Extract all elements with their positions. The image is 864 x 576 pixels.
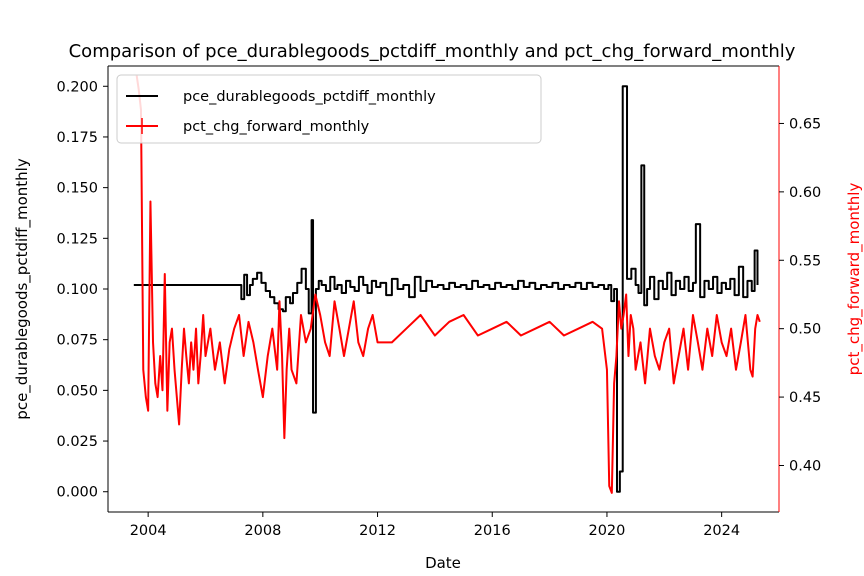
x-tick-label: 2008: [244, 523, 281, 539]
x-tick-label: 2024: [703, 523, 740, 539]
x-tick-label: 2004: [130, 523, 167, 539]
x-tick-label: 2012: [359, 523, 396, 539]
legend-label-pct: pct_chg_forward_monthly: [183, 119, 370, 135]
right-y-tick-label: 0.45: [789, 390, 821, 406]
left-y-tick-label: 0.200: [56, 79, 98, 95]
left-y-tick-label: 0.175: [56, 130, 98, 146]
right-y-tick-label: 0.60: [789, 185, 821, 201]
left-y-axis-ticks: 0.000 0.025 0.050 0.075 0.100 0.125 0.150 0.175…: [56, 79, 108, 501]
right-y-tick-label: 0.50: [789, 322, 821, 338]
series-line-pce: [133, 85, 759, 493]
right-y-axis-ticks: 0.40 0.45 0.50 0.55 0.60 0.65: [779, 116, 821, 474]
left-y-tick-label: 0.025: [56, 434, 98, 450]
left-y-tick-label: 0.100: [56, 282, 98, 298]
axes-frame: [107, 65, 780, 513]
legend: pce_durablegoods_pctdiff_monthly pct_chg…: [116, 74, 542, 144]
legend-box: [116, 74, 542, 144]
left-y-tick-label: 0.125: [56, 231, 98, 247]
x-axis-ticks: 2004 2008 2012 2016 2020 2024: [130, 512, 740, 539]
left-y-tick-label: 0.000: [56, 485, 98, 501]
right-y-tick-label: 0.55: [789, 253, 821, 269]
x-tick-label: 2020: [588, 523, 625, 539]
right-y-tick-label: 0.40: [789, 458, 821, 474]
left-y-tick-label: 0.150: [56, 181, 98, 197]
right-y-axis-label: pct_chg_forward_monthly: [845, 183, 864, 376]
left-y-axis-label: pce_durablegoods_pctdiff_monthly: [13, 158, 32, 420]
series-layer: [133, 75, 761, 494]
legend-label-pce: pce_durablegoods_pctdiff_monthly: [183, 89, 436, 105]
chart-title: Comparison of pce_durablegoods_pctdiff_m…: [69, 41, 796, 62]
x-axis-label: Date: [425, 554, 461, 572]
series-line-pct: [135, 75, 761, 494]
right-y-tick-label: 0.65: [789, 116, 821, 132]
x-tick-label: 2016: [474, 523, 511, 539]
left-y-tick-label: 0.075: [56, 333, 98, 349]
left-y-tick-label: 0.050: [56, 383, 98, 399]
